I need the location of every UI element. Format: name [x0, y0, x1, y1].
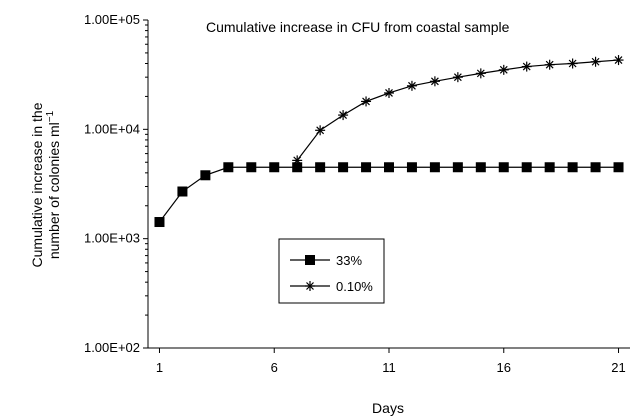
- data-point-asterisk: [406, 80, 417, 91]
- y-tick-label: 1.00E+05: [84, 12, 140, 27]
- legend-label: 0.10%: [336, 279, 373, 294]
- series-line: [158, 166, 619, 223]
- data-point-asterisk: [384, 87, 394, 98]
- legend-entries: 33% 0.10%: [290, 253, 373, 294]
- data-point-asterisk: [429, 76, 440, 87]
- data-point-square: [452, 162, 463, 173]
- data-point-square: [521, 162, 532, 173]
- data-point-square: [613, 162, 624, 173]
- data-point-square: [177, 186, 188, 197]
- data-point-square: [475, 162, 486, 173]
- data-point-square: [406, 162, 417, 173]
- x-tick-label: 11: [382, 360, 396, 375]
- x-axis-label: Days: [372, 400, 404, 416]
- legend-entry: 0.10%: [290, 279, 373, 294]
- data-point-square: [361, 162, 372, 173]
- data-point-square: [315, 162, 326, 173]
- series-2: [292, 55, 624, 166]
- data-point-asterisk: [475, 68, 486, 79]
- y-axis-label-line2-text: number of colonies ml: [46, 122, 62, 259]
- data-point-square: [292, 162, 303, 173]
- data-point-square: [429, 162, 440, 173]
- x-tick-label: 1: [156, 360, 163, 375]
- y-axis-label-line1: Cumulative increase in the: [29, 102, 45, 267]
- series-1: [154, 162, 624, 228]
- y-axis-label: Cumulative increase in the number of col…: [29, 102, 62, 267]
- series-layer: [154, 55, 624, 228]
- y-ticks: 1.00E+02 1.00E+03 1.00E+04 1.00E+05: [84, 12, 148, 355]
- chart-legend: 33% 0.10%: [278, 238, 385, 304]
- chart-axes: [147, 20, 630, 349]
- data-point-square: [269, 162, 280, 173]
- data-point-square: [338, 162, 349, 173]
- data-point-asterisk: [590, 56, 601, 67]
- data-point-asterisk: [544, 59, 555, 70]
- data-point-square: [223, 162, 234, 173]
- x-ticks: 1 6 11 16 21: [156, 348, 626, 375]
- data-point-asterisk: [613, 55, 624, 66]
- data-point-square: [154, 217, 165, 228]
- data-point-asterisk: [567, 58, 578, 69]
- data-point-square: [567, 162, 578, 173]
- data-point-square: [384, 162, 394, 173]
- legend-label: 33%: [336, 253, 362, 268]
- data-point-asterisk: [361, 96, 372, 107]
- chart-title: Cumulative increase in CFU from coastal …: [206, 19, 510, 35]
- data-point-square: [590, 162, 601, 173]
- legend-box: [278, 238, 385, 304]
- data-point-square: [544, 162, 555, 173]
- data-point-square: [498, 162, 509, 173]
- y-axis-label-line2: number of colonies ml−1: [45, 110, 62, 259]
- data-point-asterisk: [452, 72, 463, 83]
- y-axis-label-superscript: −1: [45, 110, 56, 122]
- legend-square-marker: [305, 255, 315, 265]
- data-point-asterisk: [521, 61, 532, 72]
- y-tick-label: 1.00E+04: [84, 121, 140, 136]
- data-point-asterisk: [498, 64, 509, 75]
- data-point-asterisk: [292, 155, 303, 166]
- data-point-asterisk: [338, 110, 349, 121]
- y-tick-label: 1.00E+02: [84, 340, 140, 355]
- x-tick-label: 16: [497, 360, 511, 375]
- legend-asterisk-marker: [305, 281, 315, 291]
- x-tick-label: 6: [271, 360, 278, 375]
- y-tick-label: 1.00E+03: [84, 231, 140, 246]
- legend-entry: 33%: [290, 253, 362, 268]
- data-point-asterisk: [315, 125, 326, 136]
- data-point-square: [200, 170, 211, 181]
- x-tick-label: 21: [611, 360, 625, 375]
- data-point-square: [246, 162, 257, 173]
